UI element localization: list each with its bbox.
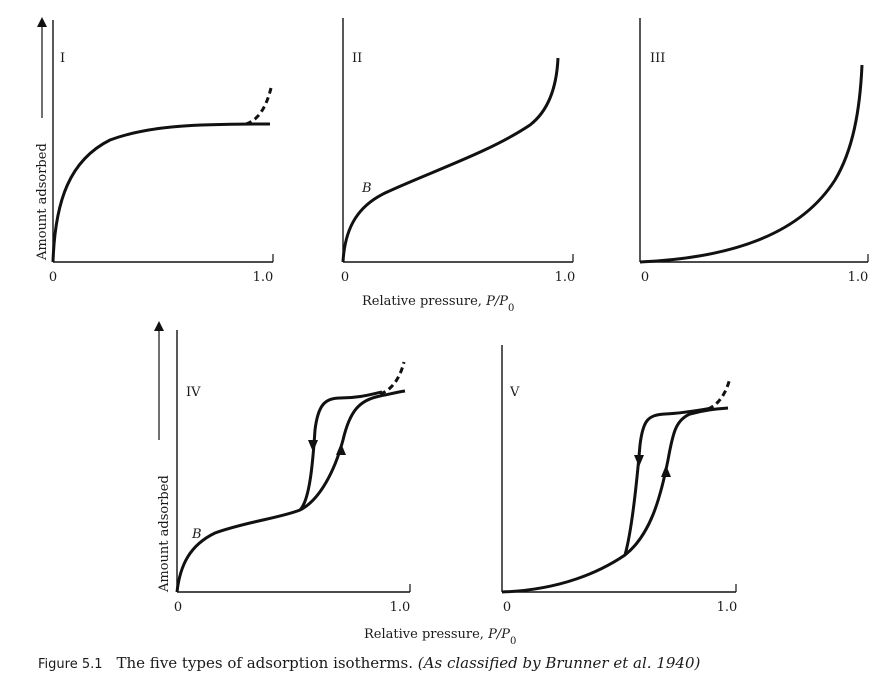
panel-iv-desorption-branch (298, 390, 383, 512)
xlabel-top: Relative pressure, P/P0 (362, 294, 514, 314)
panel-iv-up-arrow (336, 443, 346, 455)
panel-v-dashed-extension (707, 377, 732, 411)
panel-v-adsorption-branch (501, 406, 729, 594)
caption-source: (As classified by Brunner et al. 1940) (417, 654, 701, 672)
panel-iv-x-end: 1.0 (390, 600, 411, 615)
panel-ii-x-end: 1.0 (555, 270, 576, 285)
panel-ii-x-start: 0 (341, 270, 349, 285)
panel-v-label: V (509, 385, 520, 400)
panel-iv-adsorption-branch (175, 389, 406, 593)
panel-v-x-end: 1.0 (717, 600, 738, 615)
panel-v-up-arrow (661, 465, 671, 477)
figure-caption: Figure 5.1 The five types of adsorption i… (38, 654, 700, 672)
panel-iii: III 0 1.0 (639, 18, 869, 285)
panel-i-x-start: 0 (49, 270, 57, 285)
panel-iv-point-b: B (191, 527, 202, 542)
panel-iv: IV 0 1.0 B (174, 330, 411, 615)
panel-ii: II 0 1.0 B (341, 18, 575, 285)
panel-i-label: I (60, 51, 65, 66)
panel-iv-x-start: 0 (174, 600, 182, 615)
panel-i: I 0 1.0 (49, 20, 274, 285)
panel-i-isotherm-curve (51, 122, 271, 263)
ylabel-bottom-group: Amount adsorbed (154, 321, 172, 593)
ylabel-bottom: Amount adsorbed (157, 475, 172, 593)
panel-ii-isotherm-curve (341, 57, 560, 263)
caption-number: Figure 5.1 (38, 657, 103, 672)
panel-ii-point-b: B (361, 181, 372, 196)
panel-v-desorption-branch (623, 406, 713, 556)
panel-iv-label: IV (186, 385, 201, 400)
panel-i-dashed-extension (245, 87, 273, 126)
panel-ii-label: II (352, 51, 362, 66)
panel-i-x-end: 1.0 (253, 270, 274, 285)
panel-iii-x-start: 0 (641, 270, 649, 285)
panel-v-x-start: 0 (503, 600, 511, 615)
ylabel-top-group: Amount adsorbed (35, 17, 50, 261)
panel-v-down-arrow (634, 455, 644, 467)
panel-iv-dashed-extension (379, 361, 406, 396)
xlabel-bottom: Relative pressure, P/P0 (364, 627, 516, 647)
panel-iii-isotherm-curve (639, 64, 864, 264)
panel-iv-down-arrow (308, 440, 318, 452)
caption-text: The five types of adsorption isotherms. (116, 654, 414, 672)
panel-iii-label: III (650, 51, 665, 66)
ylabel-top: Amount adsorbed (35, 143, 50, 261)
panel-v: V 0 1.0 (501, 345, 738, 615)
panel-iii-x-end: 1.0 (848, 270, 869, 285)
